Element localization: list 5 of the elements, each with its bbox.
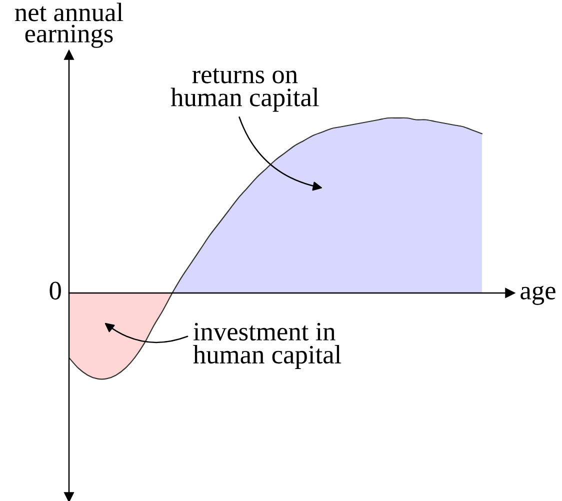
series-label: investment in human capital bbox=[193, 322, 342, 369]
y-axis-title: net annual earnings bbox=[15, 2, 124, 48]
series-label: returns on human capital bbox=[170, 68, 319, 112]
text: 0 bbox=[50, 282, 61, 300]
x-axis-title: age bbox=[520, 286, 556, 305]
